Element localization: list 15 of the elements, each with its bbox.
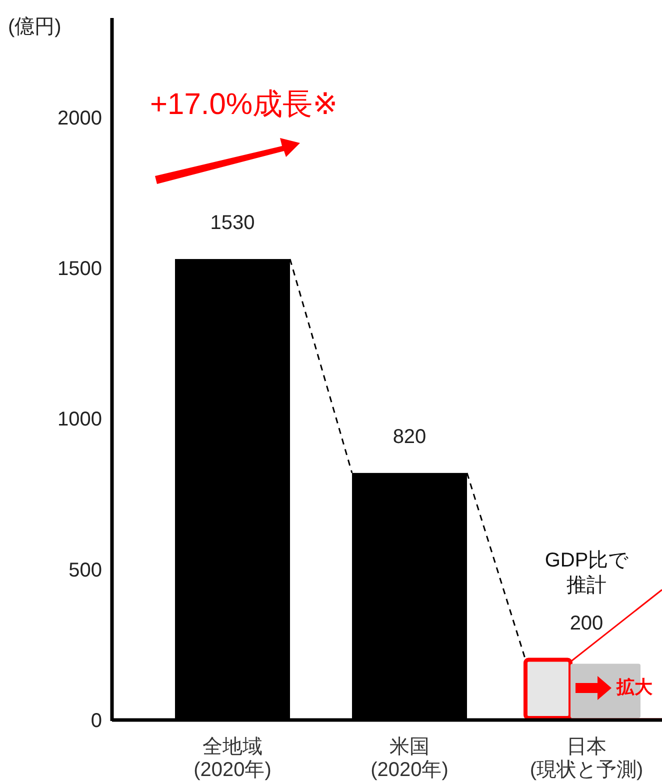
x-tick-label: 全地域 (2020年) <box>194 736 272 781</box>
annotation: +17.0%成長※ <box>150 88 338 121</box>
y-tick-label: 0 <box>90 710 102 732</box>
data-label: 1530 <box>210 212 255 234</box>
x-tick-label: 米国 (2020年) <box>370 736 448 781</box>
annotation: GDP比で推計 <box>544 550 630 597</box>
annotation: 拡大 <box>616 677 654 697</box>
x-tick-label: 日本 (現状と予測) <box>530 736 644 781</box>
data-label: 200 <box>570 612 604 635</box>
data-label: 820 <box>392 426 426 448</box>
y-tick-label: 500 <box>68 559 102 582</box>
y-axis-title: (億円) <box>8 16 62 38</box>
y-tick-label: 1500 <box>58 258 102 280</box>
y-tick-label: 2000 <box>58 107 102 130</box>
y-tick-label: 1000 <box>58 408 102 431</box>
